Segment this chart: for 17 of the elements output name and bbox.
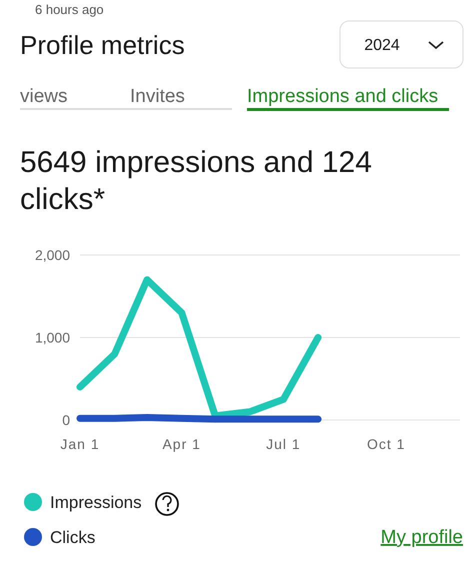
chart-subtitle: 5649 impressions and 124 clicks* bbox=[20, 146, 372, 216]
text: views bbox=[20, 86, 68, 107]
text: Impressions and clicks bbox=[247, 86, 438, 107]
y-tick-label: 0 bbox=[62, 412, 70, 428]
legend-label: Clicks bbox=[50, 528, 96, 547]
legend-label: Impressions bbox=[50, 493, 142, 512]
x-tick-label: Apr 1 bbox=[162, 436, 201, 452]
text: Invites bbox=[130, 86, 185, 107]
text: My profile bbox=[380, 527, 463, 548]
x-tick-label: Jan 1 bbox=[60, 436, 100, 452]
x-tick-label: Oct 1 bbox=[367, 436, 406, 452]
y-tick-label: 2,000 bbox=[34, 247, 70, 263]
x-tick-label: Jul 1 bbox=[266, 436, 301, 452]
text: 6 hours ago bbox=[35, 2, 104, 17]
chart-title: Profile metrics bbox=[20, 30, 185, 60]
y-tick-label: 1,000 bbox=[34, 330, 70, 346]
year-dropdown: 2024 bbox=[340, 20, 464, 68]
